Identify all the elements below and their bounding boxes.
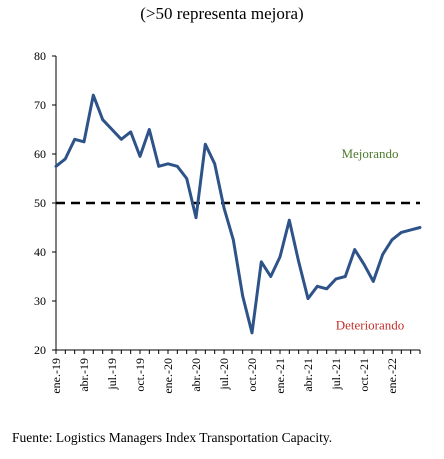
data-point — [194, 216, 198, 219]
data-point — [64, 157, 67, 161]
x-tick-label: jul.-20 — [217, 358, 231, 391]
x-tick-label: ene.-21 — [273, 358, 287, 394]
data-point — [250, 331, 254, 335]
data-point — [306, 297, 310, 300]
chart-area: 20 30 40 50 60 70 80 ene.-19 abr.-19 jul.-19 oct.-… — [0, 40, 444, 420]
data-point — [316, 285, 319, 288]
y-tick-label: 40 — [34, 245, 46, 259]
series-line — [54, 93, 422, 335]
data-point — [185, 177, 188, 180]
data-point — [260, 260, 263, 263]
x-tick-label: ene.-22 — [385, 358, 399, 394]
data-point — [148, 128, 151, 131]
x-tick-label: oct.-19 — [133, 358, 147, 392]
data-point — [73, 138, 76, 141]
data-point — [232, 238, 235, 241]
x-tick-label: oct.-20 — [245, 358, 259, 392]
annotation-deteriorando: Deteriorando — [336, 318, 405, 333]
y-tick-label: 80 — [34, 49, 46, 63]
line-chart: 20 30 40 50 60 70 80 ene.-19 abr.-19 jul.-19 oct.-… — [34, 49, 422, 394]
annotation-mejorando: Mejorando — [341, 146, 398, 161]
data-point — [325, 287, 328, 290]
data-point — [344, 275, 347, 278]
y-tick-label: 20 — [34, 343, 46, 357]
x-tick-label: ene.-20 — [161, 358, 175, 394]
data-point — [92, 94, 95, 97]
x-tick-label: ene.-19 — [49, 358, 63, 394]
data-point — [176, 165, 179, 168]
data-point — [278, 255, 282, 259]
y-tick-label: 60 — [34, 147, 46, 161]
data-point — [82, 140, 86, 143]
data-point — [110, 128, 114, 131]
x-tick-label: abr.-20 — [189, 358, 203, 392]
data-point — [400, 231, 403, 234]
data-point — [54, 165, 58, 168]
data-point — [418, 226, 422, 229]
data-point — [241, 294, 244, 298]
source-note: Fuente: Logistics Managers Index Transpo… — [12, 430, 333, 445]
data-point — [213, 162, 216, 165]
data-point — [138, 155, 142, 158]
data-point — [288, 218, 291, 222]
data-point — [222, 206, 226, 210]
data-point — [120, 138, 123, 141]
data-point — [269, 275, 272, 278]
data-point — [166, 162, 170, 165]
y-tick-label: 50 — [34, 196, 46, 210]
x-tick-label: jul.-19 — [105, 358, 119, 391]
x-tick-label: abr.-19 — [77, 358, 91, 392]
x-tick-label: oct.-21 — [357, 358, 371, 392]
data-point — [334, 277, 338, 281]
data-point — [129, 130, 132, 134]
y-tick-label: 70 — [34, 98, 46, 112]
x-tick-label: abr.-21 — [301, 358, 315, 392]
x-tick-label: jul.-21 — [329, 358, 343, 391]
chart-subtitle: (>50 representa mejora) — [140, 4, 304, 23]
data-point — [381, 253, 384, 256]
data-point — [157, 165, 160, 168]
data-point — [204, 143, 207, 146]
data-point — [101, 118, 104, 121]
data-point — [297, 260, 300, 263]
data-point — [390, 238, 394, 241]
data-point — [362, 263, 366, 266]
y-tick-label: 30 — [34, 294, 46, 308]
data-point — [353, 248, 356, 251]
data-point — [409, 228, 412, 232]
data-point — [372, 280, 375, 283]
